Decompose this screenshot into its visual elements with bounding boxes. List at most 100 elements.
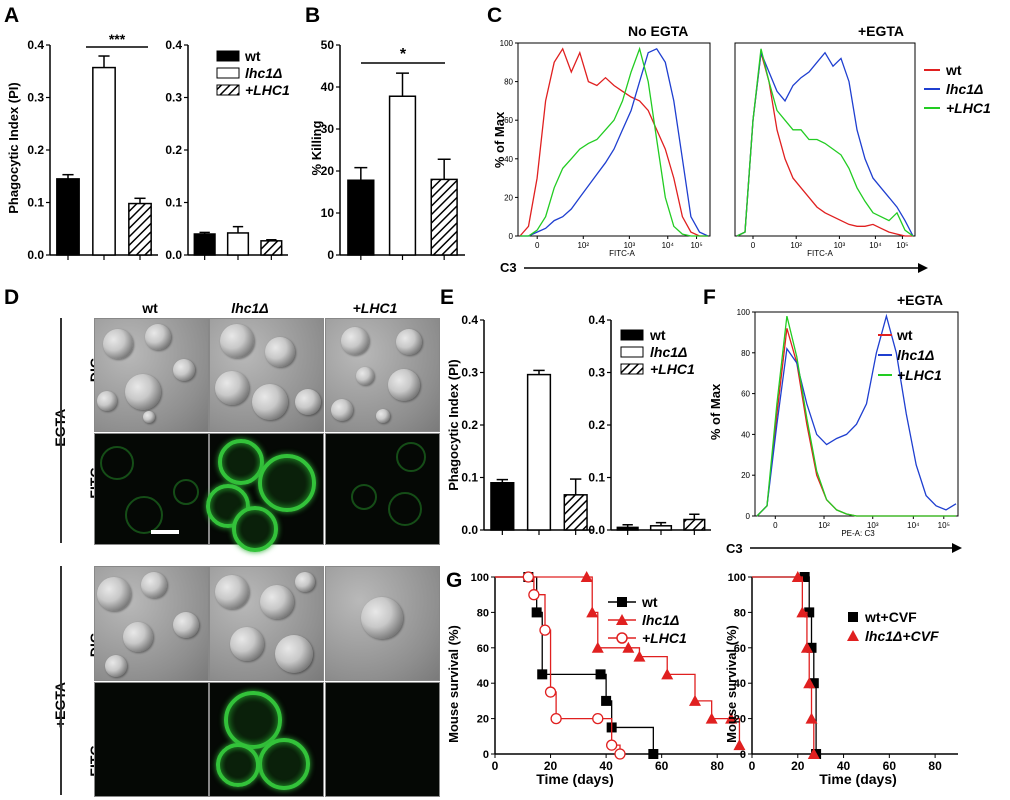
panel-label-c: C — [487, 4, 503, 27]
x-tick-label: 60 — [883, 759, 897, 773]
micrograph-lhc1-complement-dic-egta — [325, 566, 440, 681]
e-legend-lhc1: lhc1Δ — [650, 344, 687, 360]
y-tick-label: 0.4 — [165, 38, 182, 52]
x-tick-label: 10⁵ — [896, 241, 908, 250]
marker-triangle — [633, 650, 646, 662]
y-tick-label: 100 — [728, 572, 746, 584]
bar-1 — [388, 95, 417, 256]
marker-triangle — [805, 712, 818, 724]
y-tick-label: 0.0 — [27, 248, 44, 262]
series-line-1 — [756, 313, 957, 517]
histogram-c-no-egta: 0 20 40 60 80 100 0 10² 10³ 10⁴ 10⁵ — [500, 39, 711, 250]
y-tick-label: 0.2 — [165, 143, 182, 157]
y-tick-label: 0.3 — [461, 366, 478, 380]
bar-2 — [430, 178, 458, 256]
x-tick-label: 40 — [837, 759, 851, 773]
y-tick-label: 40 — [321, 80, 335, 94]
bar-chart-a2: 0.0 0.1 0.2 0.3 0.4 — [165, 38, 288, 262]
series-line-0 — [519, 47, 708, 237]
column-label-lhc1-complement: +LHC1 — [352, 300, 398, 316]
y-tick-label: 0.4 — [461, 313, 478, 327]
e-legend-complement: +LHC1 — [650, 361, 695, 377]
series-line-1 — [520, 47, 709, 237]
c-legend-lhc1: lhc1Δ — [946, 81, 983, 97]
g2-legend-lhc1: lhc1Δ+CVF — [865, 628, 939, 644]
x-tick-label: 20 — [544, 759, 558, 773]
y-tick-label: 80 — [477, 607, 489, 619]
bar-chart-a1: 0.0 0.1 0.2 0.3 0.4 — [27, 38, 158, 262]
x-tick-label: 10² — [818, 521, 830, 530]
c-title-egta: +EGTA — [858, 23, 904, 39]
c-xarrow-head — [918, 263, 928, 273]
marker-circle — [522, 571, 534, 583]
y-tick-label: 20 — [477, 714, 489, 726]
group-bracket-no-egta — [60, 318, 62, 543]
c-legend-complement: +LHC1 — [946, 100, 991, 116]
y-tick-label: 80 — [734, 607, 746, 619]
y-tick-label: 40 — [477, 678, 489, 690]
marker-triangle — [689, 694, 701, 706]
micrograph-lhc1-complement-fitc-no-egta — [325, 433, 440, 545]
x-tick-label: 40 — [599, 759, 613, 773]
column-label-wt: wt — [142, 300, 158, 316]
marker-triangle — [661, 668, 674, 680]
y-tick-label: 80 — [741, 349, 750, 358]
micrograph-wt-fitc-egta — [94, 682, 209, 797]
x-tick-label: 80 — [928, 759, 942, 773]
bar-chart-b: 0 10 20 30 40 50 — [321, 38, 465, 262]
x-tick-label: 0 — [749, 759, 756, 773]
a-legend: wt lhc1Δ +LHC1 — [216, 48, 290, 98]
e-legend-swatch-lhc1 — [620, 346, 644, 358]
survival-line-0 — [495, 576, 654, 754]
f-legend-wt: wt — [896, 327, 913, 343]
marker-triangle — [705, 712, 718, 724]
c-axis-name-1: FITC-A — [609, 249, 635, 258]
e-ylabel: Phagocytic Index (PI) — [446, 359, 461, 490]
bar-1 — [92, 66, 116, 256]
f-axis-name: PE-A: C3 — [841, 529, 875, 538]
x-tick-label: 10⁴ — [907, 521, 920, 530]
panel-label-a: A — [4, 4, 20, 27]
y-tick-label: 80 — [504, 78, 513, 87]
y-tick-label: 0 — [746, 512, 751, 521]
survival-chart-g2: 0 20 40 60 80 100 0 20 40 60 80 — [728, 571, 958, 773]
marker-square — [799, 572, 810, 582]
marker-square — [537, 669, 548, 680]
y-tick-label: 0.0 — [588, 523, 605, 537]
y-tick-label: 100 — [500, 39, 514, 48]
series-line-2 — [736, 48, 914, 237]
g1-xlabel: Time (days) — [536, 771, 614, 787]
f-title: +EGTA — [897, 292, 943, 308]
scale-bar — [151, 530, 179, 534]
y-tick-label: 0.0 — [165, 248, 182, 262]
micrograph-wt-fitc-no-egta — [94, 433, 209, 545]
x-tick-label: 10⁵ — [690, 241, 702, 250]
histogram-c-egta: 0 10² 10³ 10⁴ 10⁵ — [734, 42, 916, 250]
marker-triangle — [725, 712, 738, 724]
x-tick-label: 10³ — [834, 241, 846, 250]
y-tick-label: 0.2 — [588, 418, 605, 432]
series-line-2 — [520, 46, 708, 237]
marker-square — [601, 695, 612, 706]
g1-ylabel: Mouse survival (%) — [446, 625, 461, 743]
x-tick-label: 0 — [751, 241, 756, 250]
x-tick-label: 10² — [577, 241, 589, 250]
c-axis-name-2: FITC-A — [807, 249, 833, 258]
f-legend-complement: +LHC1 — [897, 367, 942, 383]
x-tick-label: 60 — [655, 759, 669, 773]
marker-triangle — [586, 606, 599, 618]
a-legend-lhc1: lhc1Δ — [245, 65, 282, 81]
x-tick-label: 10³ — [867, 521, 879, 530]
e-legend-wt: wt — [649, 327, 666, 343]
survival-line-2 — [495, 576, 621, 754]
c-title-no-egta: No EGTA — [628, 23, 688, 39]
marker-square — [804, 607, 815, 618]
marker-circle — [550, 712, 562, 725]
x-tick-label: 10² — [790, 241, 802, 250]
y-tick-label: 0.1 — [27, 196, 44, 210]
g1-legend-lhc1: lhc1Δ — [642, 612, 679, 628]
marker-triangle — [803, 677, 816, 689]
plot-frame — [517, 42, 711, 237]
marker-square — [808, 678, 819, 689]
